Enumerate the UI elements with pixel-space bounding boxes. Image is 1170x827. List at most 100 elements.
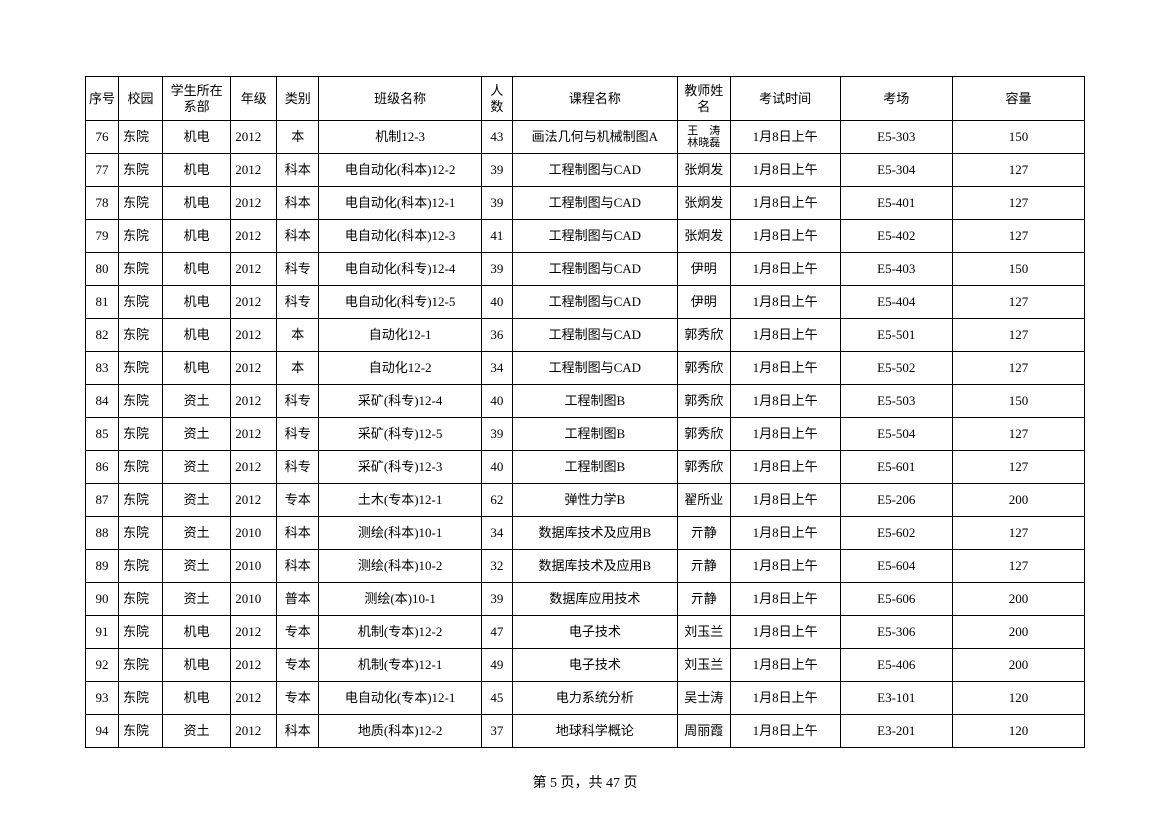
table-row: 80东院机电2012科专电自动化(科专)12-439工程制图与CAD伊明1月8日… <box>86 253 1085 286</box>
cell-course: 数据库技术及应用B <box>512 550 677 583</box>
cell-year: 2012 <box>231 385 277 418</box>
cell-dept: 机电 <box>163 220 231 253</box>
cell-type: 科本 <box>277 187 319 220</box>
header-time: 考试时间 <box>730 77 840 121</box>
cell-cap: 150 <box>952 385 1084 418</box>
cell-time: 1月8日上午 <box>730 616 840 649</box>
cell-teacher: 亓静 <box>677 583 730 616</box>
cell-campus: 东院 <box>119 286 163 319</box>
cell-campus: 东院 <box>119 187 163 220</box>
cell-campus: 东院 <box>119 352 163 385</box>
cell-course: 工程制图B <box>512 451 677 484</box>
cell-type: 本 <box>277 352 319 385</box>
cell-dept: 资土 <box>163 385 231 418</box>
cell-year: 2012 <box>231 484 277 517</box>
cell-room: E5-602 <box>840 517 952 550</box>
cell-type: 专本 <box>277 682 319 715</box>
cell-teacher: 郭秀欣 <box>677 352 730 385</box>
cell-cap: 127 <box>952 286 1084 319</box>
cell-class: 土木(专本)12-1 <box>319 484 482 517</box>
cell-count: 39 <box>482 583 513 616</box>
header-cap: 容量 <box>952 77 1084 121</box>
cell-dept: 机电 <box>163 682 231 715</box>
cell-room: E3-201 <box>840 715 952 748</box>
cell-year: 2012 <box>231 649 277 682</box>
cell-class: 电自动化(科专)12-4 <box>319 253 482 286</box>
cell-type: 本 <box>277 121 319 154</box>
cell-seq: 88 <box>86 517 119 550</box>
cell-course: 工程制图B <box>512 385 677 418</box>
cell-seq: 87 <box>86 484 119 517</box>
cell-room: E5-304 <box>840 154 952 187</box>
cell-campus: 东院 <box>119 517 163 550</box>
header-row: 序号 校园 学生所在系部 年级 类别 班级名称 人数 课程名称 教师姓名 考试时… <box>86 77 1085 121</box>
cell-seq: 76 <box>86 121 119 154</box>
cell-year: 2012 <box>231 715 277 748</box>
cell-time: 1月8日上午 <box>730 253 840 286</box>
table-row: 89东院资土2010科本测绘(科本)10-232数据库技术及应用B亓静1月8日上… <box>86 550 1085 583</box>
cell-count: 41 <box>482 220 513 253</box>
cell-count: 43 <box>482 121 513 154</box>
cell-cap: 127 <box>952 451 1084 484</box>
cell-class: 测绘(科本)10-2 <box>319 550 482 583</box>
cell-teacher: 吴士涛 <box>677 682 730 715</box>
table-row: 83东院机电2012本自动化12-234工程制图与CAD郭秀欣1月8日上午E5-… <box>86 352 1085 385</box>
cell-room: E5-604 <box>840 550 952 583</box>
cell-room: E5-601 <box>840 451 952 484</box>
cell-course: 工程制图与CAD <box>512 253 677 286</box>
header-teacher: 教师姓名 <box>677 77 730 121</box>
cell-time: 1月8日上午 <box>730 187 840 220</box>
cell-dept: 资土 <box>163 418 231 451</box>
cell-cap: 127 <box>952 517 1084 550</box>
cell-class: 电自动化(科本)12-2 <box>319 154 482 187</box>
cell-time: 1月8日上午 <box>730 649 840 682</box>
header-class: 班级名称 <box>319 77 482 121</box>
cell-time: 1月8日上午 <box>730 550 840 583</box>
footer-suffix: 页 <box>620 776 638 791</box>
cell-year: 2012 <box>231 253 277 286</box>
cell-campus: 东院 <box>119 484 163 517</box>
cell-time: 1月8日上午 <box>730 517 840 550</box>
cell-seq: 83 <box>86 352 119 385</box>
cell-course: 工程制图与CAD <box>512 187 677 220</box>
cell-teacher: 郭秀欣 <box>677 319 730 352</box>
cell-room: E5-402 <box>840 220 952 253</box>
cell-count: 39 <box>482 253 513 286</box>
cell-teacher: 翟所业 <box>677 484 730 517</box>
cell-year: 2012 <box>231 286 277 319</box>
cell-teacher: 亓静 <box>677 517 730 550</box>
exam-schedule-table: 序号 校园 学生所在系部 年级 类别 班级名称 人数 课程名称 教师姓名 考试时… <box>85 76 1085 748</box>
cell-class: 电自动化(科本)12-1 <box>319 187 482 220</box>
cell-count: 39 <box>482 154 513 187</box>
cell-seq: 85 <box>86 418 119 451</box>
cell-time: 1月8日上午 <box>730 451 840 484</box>
cell-type: 普本 <box>277 583 319 616</box>
cell-dept: 资土 <box>163 550 231 583</box>
cell-room: E5-206 <box>840 484 952 517</box>
footer-prefix: 第 <box>533 776 551 791</box>
cell-year: 2012 <box>231 451 277 484</box>
cell-teacher: 张炯发 <box>677 220 730 253</box>
cell-count: 32 <box>482 550 513 583</box>
cell-type: 科专 <box>277 286 319 319</box>
cell-seq: 84 <box>86 385 119 418</box>
cell-teacher: 刘玉兰 <box>677 616 730 649</box>
cell-count: 34 <box>482 517 513 550</box>
cell-seq: 80 <box>86 253 119 286</box>
cell-year: 2012 <box>231 616 277 649</box>
cell-time: 1月8日上午 <box>730 319 840 352</box>
cell-time: 1月8日上午 <box>730 484 840 517</box>
cell-cap: 200 <box>952 616 1084 649</box>
cell-dept: 机电 <box>163 352 231 385</box>
cell-dept: 机电 <box>163 187 231 220</box>
cell-class: 测绘(科本)10-1 <box>319 517 482 550</box>
cell-room: E5-502 <box>840 352 952 385</box>
cell-teacher: 张炯发 <box>677 154 730 187</box>
cell-dept: 机电 <box>163 121 231 154</box>
cell-seq: 94 <box>86 715 119 748</box>
cell-room: E5-306 <box>840 616 952 649</box>
cell-count: 37 <box>482 715 513 748</box>
cell-type: 科专 <box>277 385 319 418</box>
cell-campus: 东院 <box>119 616 163 649</box>
cell-time: 1月8日上午 <box>730 220 840 253</box>
